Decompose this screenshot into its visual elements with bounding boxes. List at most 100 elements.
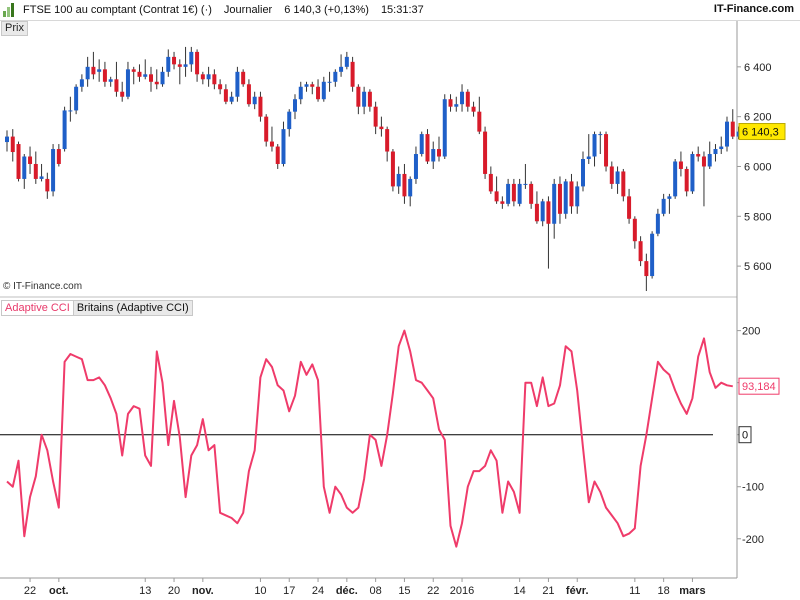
candle-body [575, 186, 580, 207]
x-tick-label: nov. [192, 585, 214, 597]
candle-body [200, 74, 205, 80]
candle-body [218, 84, 223, 90]
candle [166, 49, 171, 77]
candle [673, 159, 678, 199]
candle-body [68, 110, 73, 112]
candle [730, 109, 735, 140]
candle [269, 126, 274, 152]
candle-body [540, 201, 545, 222]
candle [172, 51, 177, 70]
candle [131, 66, 136, 85]
candle [51, 144, 56, 197]
instrument-title: FTSE 100 au comptant (Contrat 1€) (·) [23, 4, 212, 16]
cci-legend[interactable]: Adaptive CCI Britains (Adaptive CCI) [1, 300, 193, 316]
candle-body [356, 86, 361, 107]
candle-body [137, 71, 142, 77]
candle [431, 141, 436, 169]
cci-legend-desc[interactable]: Britains (Adaptive CCI) [73, 301, 192, 315]
candle-body [108, 79, 113, 82]
candle [650, 231, 655, 279]
x-tick-label: 21 [542, 585, 554, 597]
candle-body [408, 178, 413, 197]
candle-body [644, 261, 649, 277]
candle-body [16, 144, 21, 179]
candle [373, 101, 378, 135]
candle-body [627, 196, 632, 219]
candle-body [379, 126, 384, 130]
candle-body [102, 69, 107, 82]
candle [33, 151, 38, 184]
candle [529, 181, 534, 209]
candle-body [396, 173, 401, 187]
candle [500, 196, 505, 209]
candle-body [471, 106, 476, 112]
candle [327, 71, 332, 92]
candle-body [97, 69, 102, 72]
candle [241, 69, 246, 87]
candle [229, 91, 234, 105]
candle [28, 146, 33, 174]
candle-body [454, 104, 459, 107]
candle [120, 81, 125, 102]
x-tick-label: 14 [514, 585, 526, 597]
candle-body [586, 156, 591, 159]
candle [615, 166, 620, 194]
candle-body [506, 183, 511, 204]
candle-body [604, 134, 609, 167]
candle [483, 126, 488, 179]
candle-body [390, 151, 395, 187]
candle [293, 94, 297, 120]
candle-body [707, 154, 712, 167]
candle [494, 176, 499, 204]
candle-body [362, 91, 367, 107]
candle [200, 71, 205, 85]
candle-body [143, 74, 148, 77]
candle [379, 116, 384, 137]
x-tick-label: 10 [254, 585, 266, 597]
candle [725, 116, 729, 152]
candle [344, 51, 349, 70]
candle [419, 131, 424, 157]
candle [696, 146, 701, 162]
candle [39, 163, 44, 182]
candle [235, 66, 240, 102]
candle-body [477, 111, 482, 132]
candle-body [212, 74, 217, 85]
candle-body [310, 84, 315, 87]
candle-body [5, 136, 9, 143]
period-label: Journalier [223, 4, 273, 16]
candle [45, 172, 50, 199]
candle [517, 178, 522, 207]
candle-body [79, 79, 84, 87]
candle [396, 166, 401, 194]
candle-body [494, 191, 499, 202]
candle-body [28, 156, 33, 164]
candle [177, 59, 182, 85]
x-tick-label: 08 [370, 585, 382, 597]
candle [22, 154, 27, 189]
cci-zero-badge: 0 [742, 430, 748, 442]
candle [552, 178, 557, 239]
candle-body [229, 96, 234, 102]
x-tick-label: 20 [168, 585, 180, 597]
candle-body [465, 91, 470, 107]
price-tick-label: 5 800 [744, 211, 772, 223]
candle [275, 144, 280, 169]
candle [442, 94, 447, 159]
candle-body [114, 79, 119, 92]
candle [310, 81, 315, 95]
candle [160, 66, 165, 87]
candle-body [131, 69, 136, 72]
cci-legend-name[interactable]: Adaptive CCI [2, 301, 74, 315]
candle-body [529, 183, 534, 204]
x-tick-label: 17 [283, 585, 295, 597]
price-tick-label: 6 200 [744, 112, 772, 124]
candle [16, 141, 21, 182]
candle-body [534, 203, 539, 222]
candle [258, 91, 263, 122]
price-panel-tag[interactable]: Prix [1, 21, 28, 36]
candle [252, 91, 257, 110]
candle [390, 149, 395, 192]
candle-body [632, 218, 637, 242]
candle-body [385, 129, 390, 152]
